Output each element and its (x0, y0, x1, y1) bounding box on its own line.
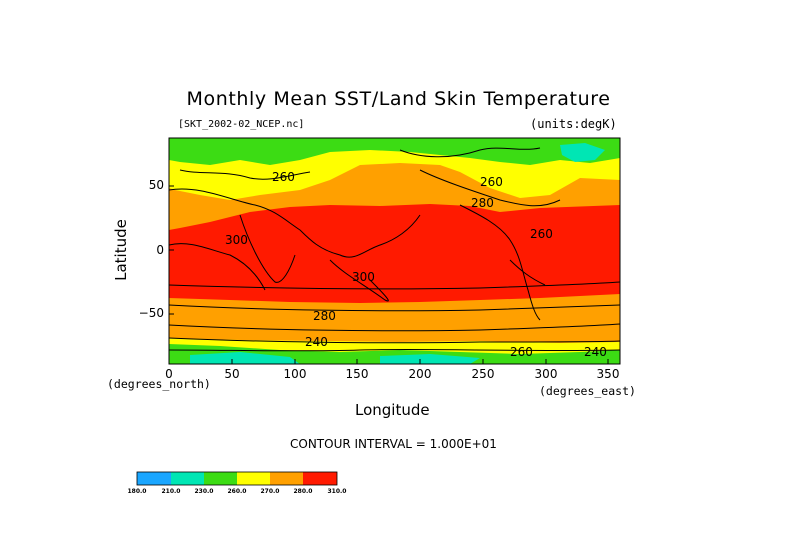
colorbar (136, 471, 338, 486)
y-tick-label: 0 (156, 243, 164, 257)
contour-label: 260 (530, 227, 553, 241)
units-label: (units:degK) (530, 117, 617, 131)
contour-label: 300 (352, 270, 375, 284)
coastlines (169, 147, 620, 352)
colorbar-swatch (303, 472, 337, 485)
colorbar-label: 280.0 (293, 488, 313, 495)
y-tick-label: −50 (138, 306, 164, 320)
colorbar-swatch (270, 472, 303, 485)
colorbar-swatch (204, 472, 237, 485)
map-title: Monthly Mean SST/Land Skin Temperature (186, 88, 611, 110)
antarctic-cyan-2 (380, 354, 480, 364)
colorbar-swatch (237, 472, 270, 485)
contour-label: 300 (225, 233, 248, 247)
y-axis-label: Latitude (112, 219, 130, 281)
contour-labels: 260 280 300 300 280 240 260 240 260 260 (225, 170, 607, 359)
x-tick-label: 50 (224, 367, 240, 381)
contour-label: 280 (471, 196, 494, 210)
x-axis-label: Longitude (355, 401, 430, 419)
colorbar-label: 310.0 (327, 488, 347, 495)
arctic-cyan (560, 143, 605, 162)
colorbar-swatch (171, 472, 204, 485)
colorbar-label: 230.0 (194, 488, 214, 495)
x-tick-label: 100 (283, 367, 307, 381)
x-tick-label: 0 (165, 367, 173, 381)
colorbar-label: 180.0 (127, 488, 147, 495)
file-label: [SKT_2002-02_NCEP.nc] (178, 119, 305, 130)
colorbar-label: 260.0 (227, 488, 247, 495)
antarctic-cyan (190, 352, 300, 364)
x-tick-label: 250 (471, 367, 495, 381)
x-tick-label: 350 (596, 367, 620, 381)
contour-interval: CONTOUR INTERVAL = 1.000E+01 (290, 437, 497, 451)
colorbar-swatch (137, 472, 171, 485)
contour-label: 260 (272, 170, 295, 184)
band-north-green (169, 138, 620, 165)
contour-label: 240 (305, 335, 328, 349)
colorbar-label: 270.0 (260, 488, 280, 495)
contour-label: 260 (510, 345, 533, 359)
y-axis-unit: (degrees_north) (107, 377, 211, 391)
map-frame (168, 137, 621, 365)
x-tick-label: 200 (408, 367, 432, 381)
contour-label: 280 (313, 309, 336, 323)
axis-ticks (168, 185, 609, 364)
colorbar-label: 210.0 (161, 488, 181, 495)
x-tick-label: 300 (534, 367, 558, 381)
temperature-field (169, 138, 620, 364)
x-tick-label: 150 (345, 367, 369, 381)
x-axis-unit: (degrees_east) (539, 384, 636, 398)
y-tick-label: 50 (148, 178, 164, 192)
contour-label: 260 (480, 175, 503, 189)
contour-label: 240 (584, 345, 607, 359)
